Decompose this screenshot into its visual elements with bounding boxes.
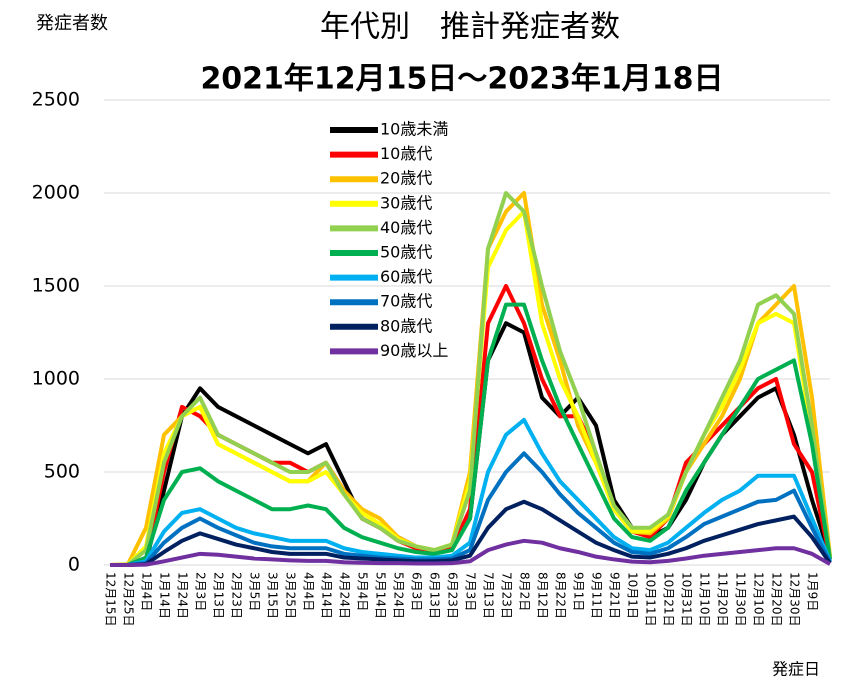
x-tick-label: 11月10日 <box>698 572 712 627</box>
x-tick-label: 4月14日 <box>320 572 334 619</box>
x-tick-label: 12月25日 <box>122 572 136 627</box>
x-tick-label: 4月4日 <box>302 572 316 611</box>
x-tick-label: 11月30日 <box>734 572 748 627</box>
series-line <box>110 284 832 567</box>
series-line <box>109 417 832 567</box>
x-tick-label: 12月30日 <box>788 572 802 627</box>
legend-label: 90歳以上 <box>380 341 448 360</box>
x-tick-label: 8月2日 <box>518 572 532 611</box>
legend-label: 20歳代 <box>380 169 432 188</box>
y-axis-label: 発症者数 <box>36 13 108 34</box>
legend-label: 30歳代 <box>380 193 432 212</box>
x-tick-label: 7月23日 <box>500 572 514 619</box>
x-tick-label: 10月1日 <box>626 572 640 619</box>
x-tick-label: 2月13日 <box>212 572 226 619</box>
x-tick-label: 5月4日 <box>356 572 370 611</box>
x-tick-label: 6月13日 <box>428 572 442 619</box>
series-line <box>110 499 832 567</box>
series-line <box>109 191 832 567</box>
y-tick-label: 1500 <box>32 275 80 297</box>
x-tick-label: 3月25日 <box>284 572 298 619</box>
x-tick-label: 12月15日 <box>104 572 118 627</box>
x-tick-label: 8月12日 <box>536 572 550 619</box>
legend-label: 60歳代 <box>380 267 432 286</box>
series-line <box>110 538 831 567</box>
y-tick-label: 1000 <box>32 368 80 390</box>
x-tick-label: 7月3日 <box>464 572 478 611</box>
x-tick-label: 12月20日 <box>770 572 784 627</box>
x-tick-label: 7月13日 <box>482 572 496 619</box>
x-tick-label: 9月1日 <box>572 572 586 611</box>
x-tick-label: 2月3日 <box>194 572 208 611</box>
y-tick-label: 500 <box>44 461 80 483</box>
legend-label: 10歳代 <box>380 144 432 163</box>
x-tick-label: 1月9日 <box>806 572 820 611</box>
legend-label: 70歳代 <box>380 292 432 311</box>
x-tick-label: 9月21日 <box>608 572 622 619</box>
x-tick-label: 10月21日 <box>662 572 676 627</box>
x-tick-label: 3月15日 <box>266 572 280 619</box>
x-tick-label: 2月23日 <box>230 572 244 619</box>
x-tick-label: 1月24日 <box>176 572 190 619</box>
y-tick-label: 2000 <box>32 182 80 204</box>
y-tick-label: 0 <box>68 554 80 576</box>
chart-title: 年代別 推計発症者数 <box>320 10 620 45</box>
x-tick-label: 6月3日 <box>410 572 424 611</box>
x-tick-label: 12月10日 <box>752 572 766 627</box>
x-tick-label: 4月24日 <box>338 572 352 619</box>
legend-label: 40歳代 <box>380 218 432 237</box>
legend-label: 10歳未満 <box>380 120 448 139</box>
x-tick-label: 5月14日 <box>374 572 388 619</box>
x-tick-label: 5月24日 <box>392 572 406 619</box>
x-tick-label: 10月11日 <box>644 572 658 627</box>
series-line <box>110 451 832 567</box>
x-tick-label: 10月31日 <box>680 572 694 627</box>
legend-label: 50歳代 <box>380 243 432 262</box>
y-tick-label: 2500 <box>32 89 80 111</box>
legend-label: 80歳代 <box>380 316 432 335</box>
x-tick-label: 11月20日 <box>716 572 730 627</box>
x-tick-label: 6月23日 <box>446 572 460 619</box>
chart-subtitle: 2021年12月15日～2023年1月18日 <box>200 62 723 97</box>
x-tick-label: 1月14日 <box>158 572 172 619</box>
x-tick-label: 9月11日 <box>590 572 604 619</box>
series-line <box>109 302 832 567</box>
x-tick-label: 3月5日 <box>248 572 262 611</box>
x-tick-label: 1月4日 <box>140 572 154 611</box>
x-axis-label: 発症日 <box>772 660 820 679</box>
x-tick-label: 8月22日 <box>554 572 568 619</box>
